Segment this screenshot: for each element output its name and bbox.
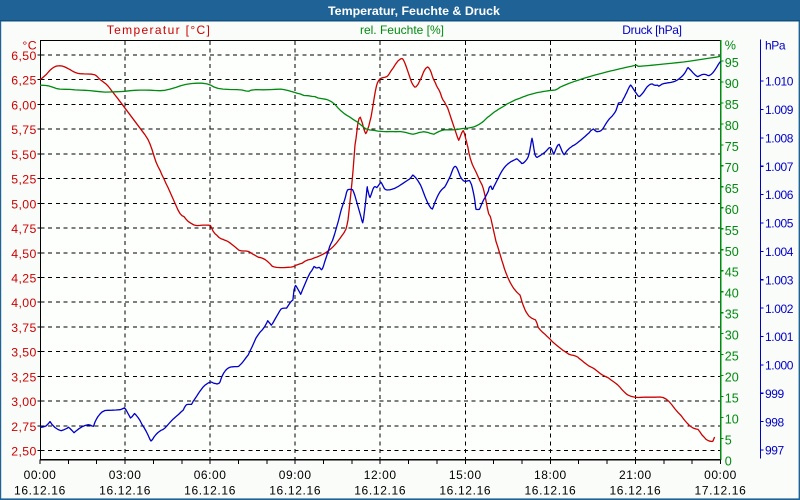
- svg-text:09:00: 09:00: [279, 468, 312, 482]
- svg-text:3,25: 3,25: [11, 370, 37, 384]
- svg-text:1.006: 1.006: [765, 188, 794, 202]
- svg-text:Temperatur [°C]: Temperatur [°C]: [107, 23, 211, 37]
- svg-text:6,50: 6,50: [11, 49, 37, 63]
- svg-text:5,25: 5,25: [11, 173, 37, 187]
- svg-text:65: 65: [725, 182, 739, 196]
- svg-text:40: 40: [725, 287, 739, 301]
- svg-text:hPa: hPa: [765, 39, 786, 53]
- svg-text:%: %: [725, 39, 736, 53]
- svg-text:12:00: 12:00: [364, 468, 397, 482]
- svg-text:15: 15: [725, 392, 739, 406]
- svg-text:06:00: 06:00: [194, 468, 227, 482]
- svg-text:30: 30: [725, 329, 739, 343]
- svg-text:90: 90: [725, 77, 739, 91]
- svg-text:1.001: 1.001: [765, 330, 794, 344]
- svg-text:25: 25: [725, 350, 739, 364]
- svg-text:85: 85: [725, 98, 739, 112]
- svg-text:1.004: 1.004: [765, 245, 794, 259]
- svg-text:3,75: 3,75: [11, 321, 37, 335]
- svg-text:6,25: 6,25: [11, 74, 37, 88]
- svg-text:45: 45: [725, 266, 739, 280]
- svg-text:16.12.16: 16.12.16: [609, 483, 661, 497]
- svg-text:1.009: 1.009: [765, 103, 794, 117]
- svg-text:60: 60: [725, 203, 739, 217]
- svg-text:10: 10: [725, 413, 739, 427]
- svg-text:2,75: 2,75: [11, 420, 37, 434]
- svg-text:4,75: 4,75: [11, 222, 37, 236]
- svg-text:Temperatur, Feuchte & Druck: Temperatur, Feuchte & Druck: [328, 4, 500, 18]
- svg-text:16.12.16: 16.12.16: [99, 483, 151, 497]
- svg-text:1.010: 1.010: [765, 75, 794, 89]
- svg-text:1.003: 1.003: [765, 273, 794, 287]
- svg-text:20: 20: [725, 371, 739, 385]
- svg-text:18:00: 18:00: [534, 468, 567, 482]
- svg-text:1.002: 1.002: [765, 302, 794, 316]
- svg-text:999: 999: [765, 387, 785, 401]
- svg-text:4,50: 4,50: [11, 247, 37, 261]
- svg-text:16.12.16: 16.12.16: [14, 483, 66, 497]
- svg-text:4,25: 4,25: [11, 272, 37, 286]
- svg-text:00:00: 00:00: [704, 468, 737, 482]
- svg-text:4,00: 4,00: [11, 296, 37, 310]
- svg-text:80: 80: [725, 119, 739, 133]
- svg-text:95: 95: [725, 56, 739, 70]
- svg-text:21:00: 21:00: [619, 468, 652, 482]
- svg-text:1.005: 1.005: [765, 217, 794, 231]
- svg-text:75: 75: [725, 140, 739, 154]
- svg-text:35: 35: [725, 308, 739, 322]
- svg-text:1.000: 1.000: [765, 359, 794, 373]
- svg-text:5,00: 5,00: [11, 197, 37, 211]
- svg-text:03:00: 03:00: [109, 468, 142, 482]
- svg-text:16.12.16: 16.12.16: [524, 483, 576, 497]
- svg-text:Druck [hPa]: Druck [hPa]: [622, 23, 681, 37]
- svg-text:15:00: 15:00: [449, 468, 482, 482]
- svg-text:16.12.16: 16.12.16: [269, 483, 321, 497]
- svg-text:70: 70: [725, 161, 739, 175]
- svg-text:50: 50: [725, 245, 739, 259]
- svg-text:17.12.16: 17.12.16: [695, 483, 747, 497]
- svg-text:5,50: 5,50: [11, 148, 37, 162]
- svg-text:°C: °C: [22, 39, 37, 53]
- svg-text:1.007: 1.007: [765, 160, 794, 174]
- svg-text:3,00: 3,00: [11, 395, 37, 409]
- svg-text:rel. Feuchte [%]: rel. Feuchte [%]: [360, 23, 444, 37]
- svg-text:16.12.16: 16.12.16: [439, 483, 491, 497]
- svg-text:2,50: 2,50: [11, 445, 37, 459]
- svg-text:16.12.16: 16.12.16: [354, 483, 406, 497]
- svg-text:5,75: 5,75: [11, 123, 37, 137]
- svg-text:1.008: 1.008: [765, 132, 794, 146]
- svg-text:5: 5: [725, 434, 732, 448]
- svg-text:998: 998: [765, 415, 785, 429]
- svg-text:6,00: 6,00: [11, 98, 37, 112]
- svg-text:0: 0: [725, 455, 732, 469]
- svg-text:55: 55: [725, 224, 739, 238]
- svg-text:00:00: 00:00: [24, 468, 57, 482]
- svg-text:997: 997: [765, 444, 785, 458]
- svg-text:3,50: 3,50: [11, 346, 37, 360]
- svg-text:16.12.16: 16.12.16: [184, 483, 236, 497]
